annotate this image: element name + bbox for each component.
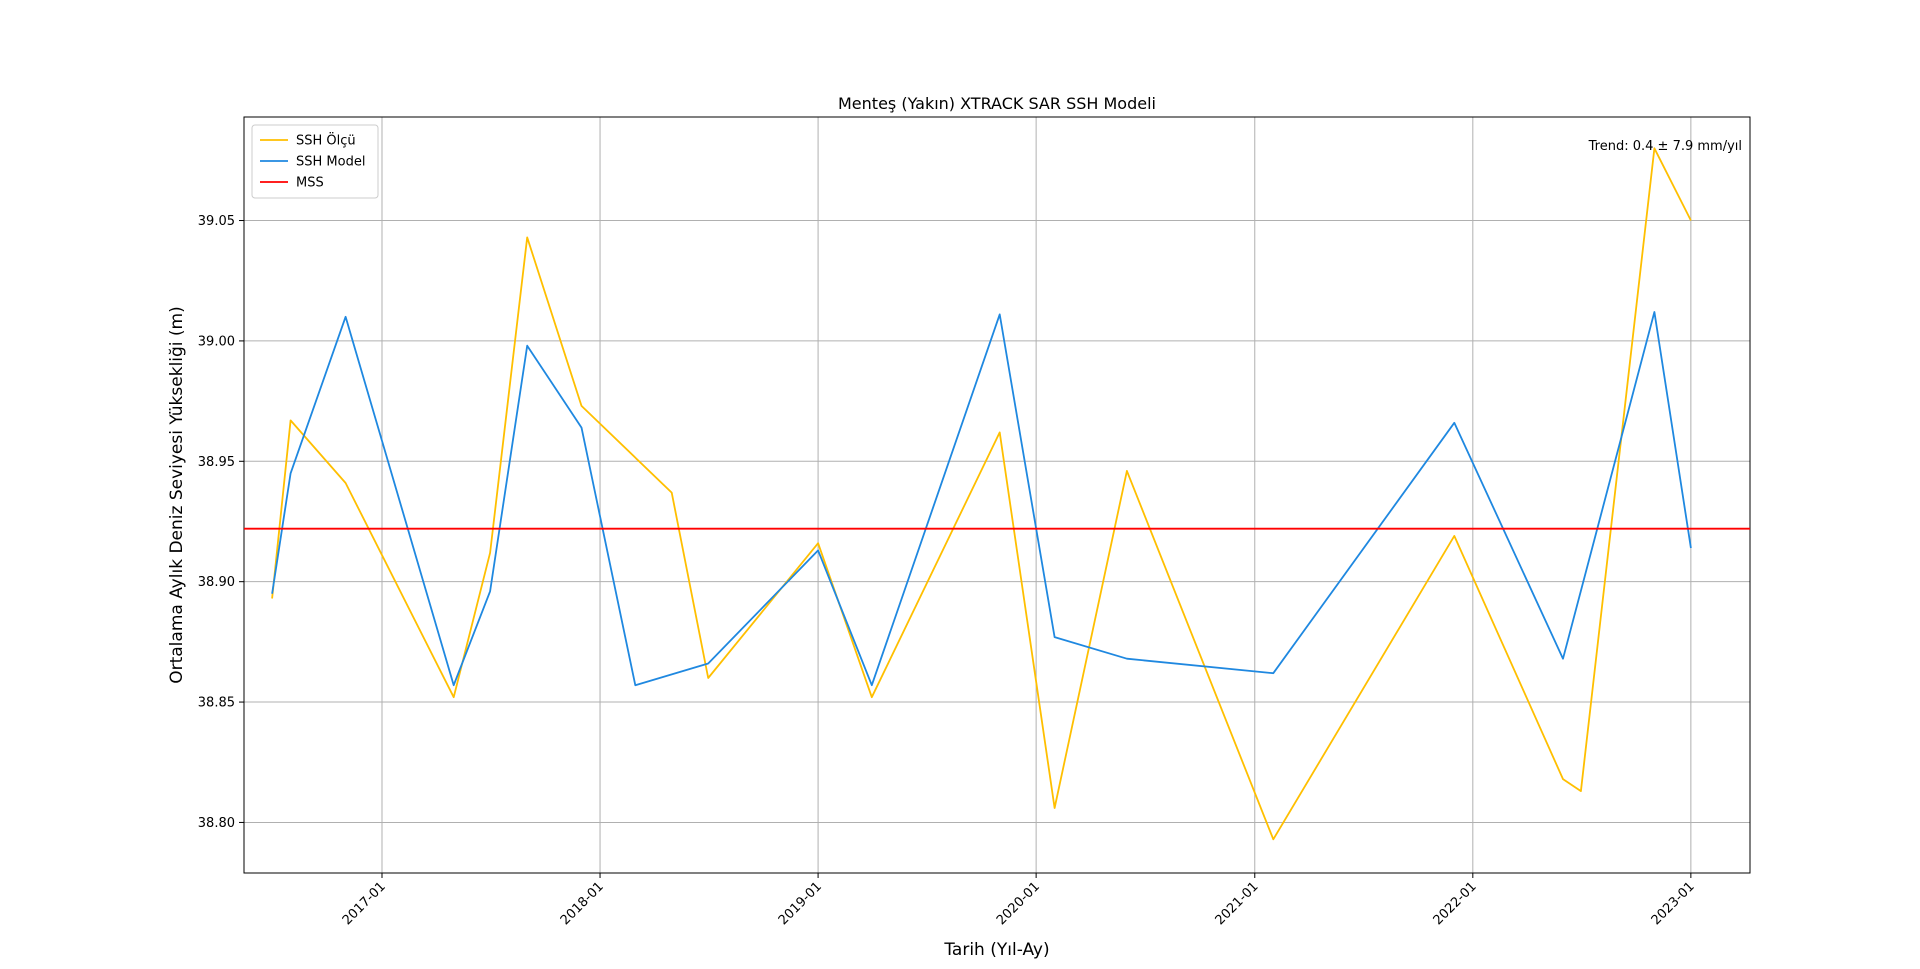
series-line-1 [271, 311, 1692, 687]
trend-annotation: Trend: 0.4 ± 7.9 mm/yıl [1588, 139, 1742, 154]
legend-label: MSS [296, 176, 324, 191]
y-tick-label: 39.00 [198, 334, 235, 349]
y-tick-label: 39.05 [198, 214, 235, 229]
legend: SSH Ölçü SSH Model MSS [251, 124, 379, 199]
legend-box [251, 124, 379, 199]
y-tick-label: 38.95 [198, 455, 235, 470]
grid-lines [244, 117, 1750, 873]
y-tick-label: 38.90 [198, 575, 235, 590]
legend-label: SSH Ölçü [296, 132, 356, 149]
legend-label: SSH Model [296, 155, 365, 170]
series-layer [244, 147, 1750, 841]
x-axis-label: Tarih (Yıl-Ay) [943, 940, 1049, 960]
y-tick-label: 38.80 [198, 816, 235, 831]
y-axis: 38.80 38.85 38.90 38.95 39.00 39.05 [198, 214, 244, 831]
chart-title: Menteş (Yakın) XTRACK SAR SSH Modeli [838, 94, 1156, 113]
y-tick-label: 38.85 [198, 696, 235, 711]
plot-area [243, 116, 1751, 874]
y-axis-label: Ortalama Aylık Deniz Seviyesi Yüksekliği… [167, 306, 187, 684]
